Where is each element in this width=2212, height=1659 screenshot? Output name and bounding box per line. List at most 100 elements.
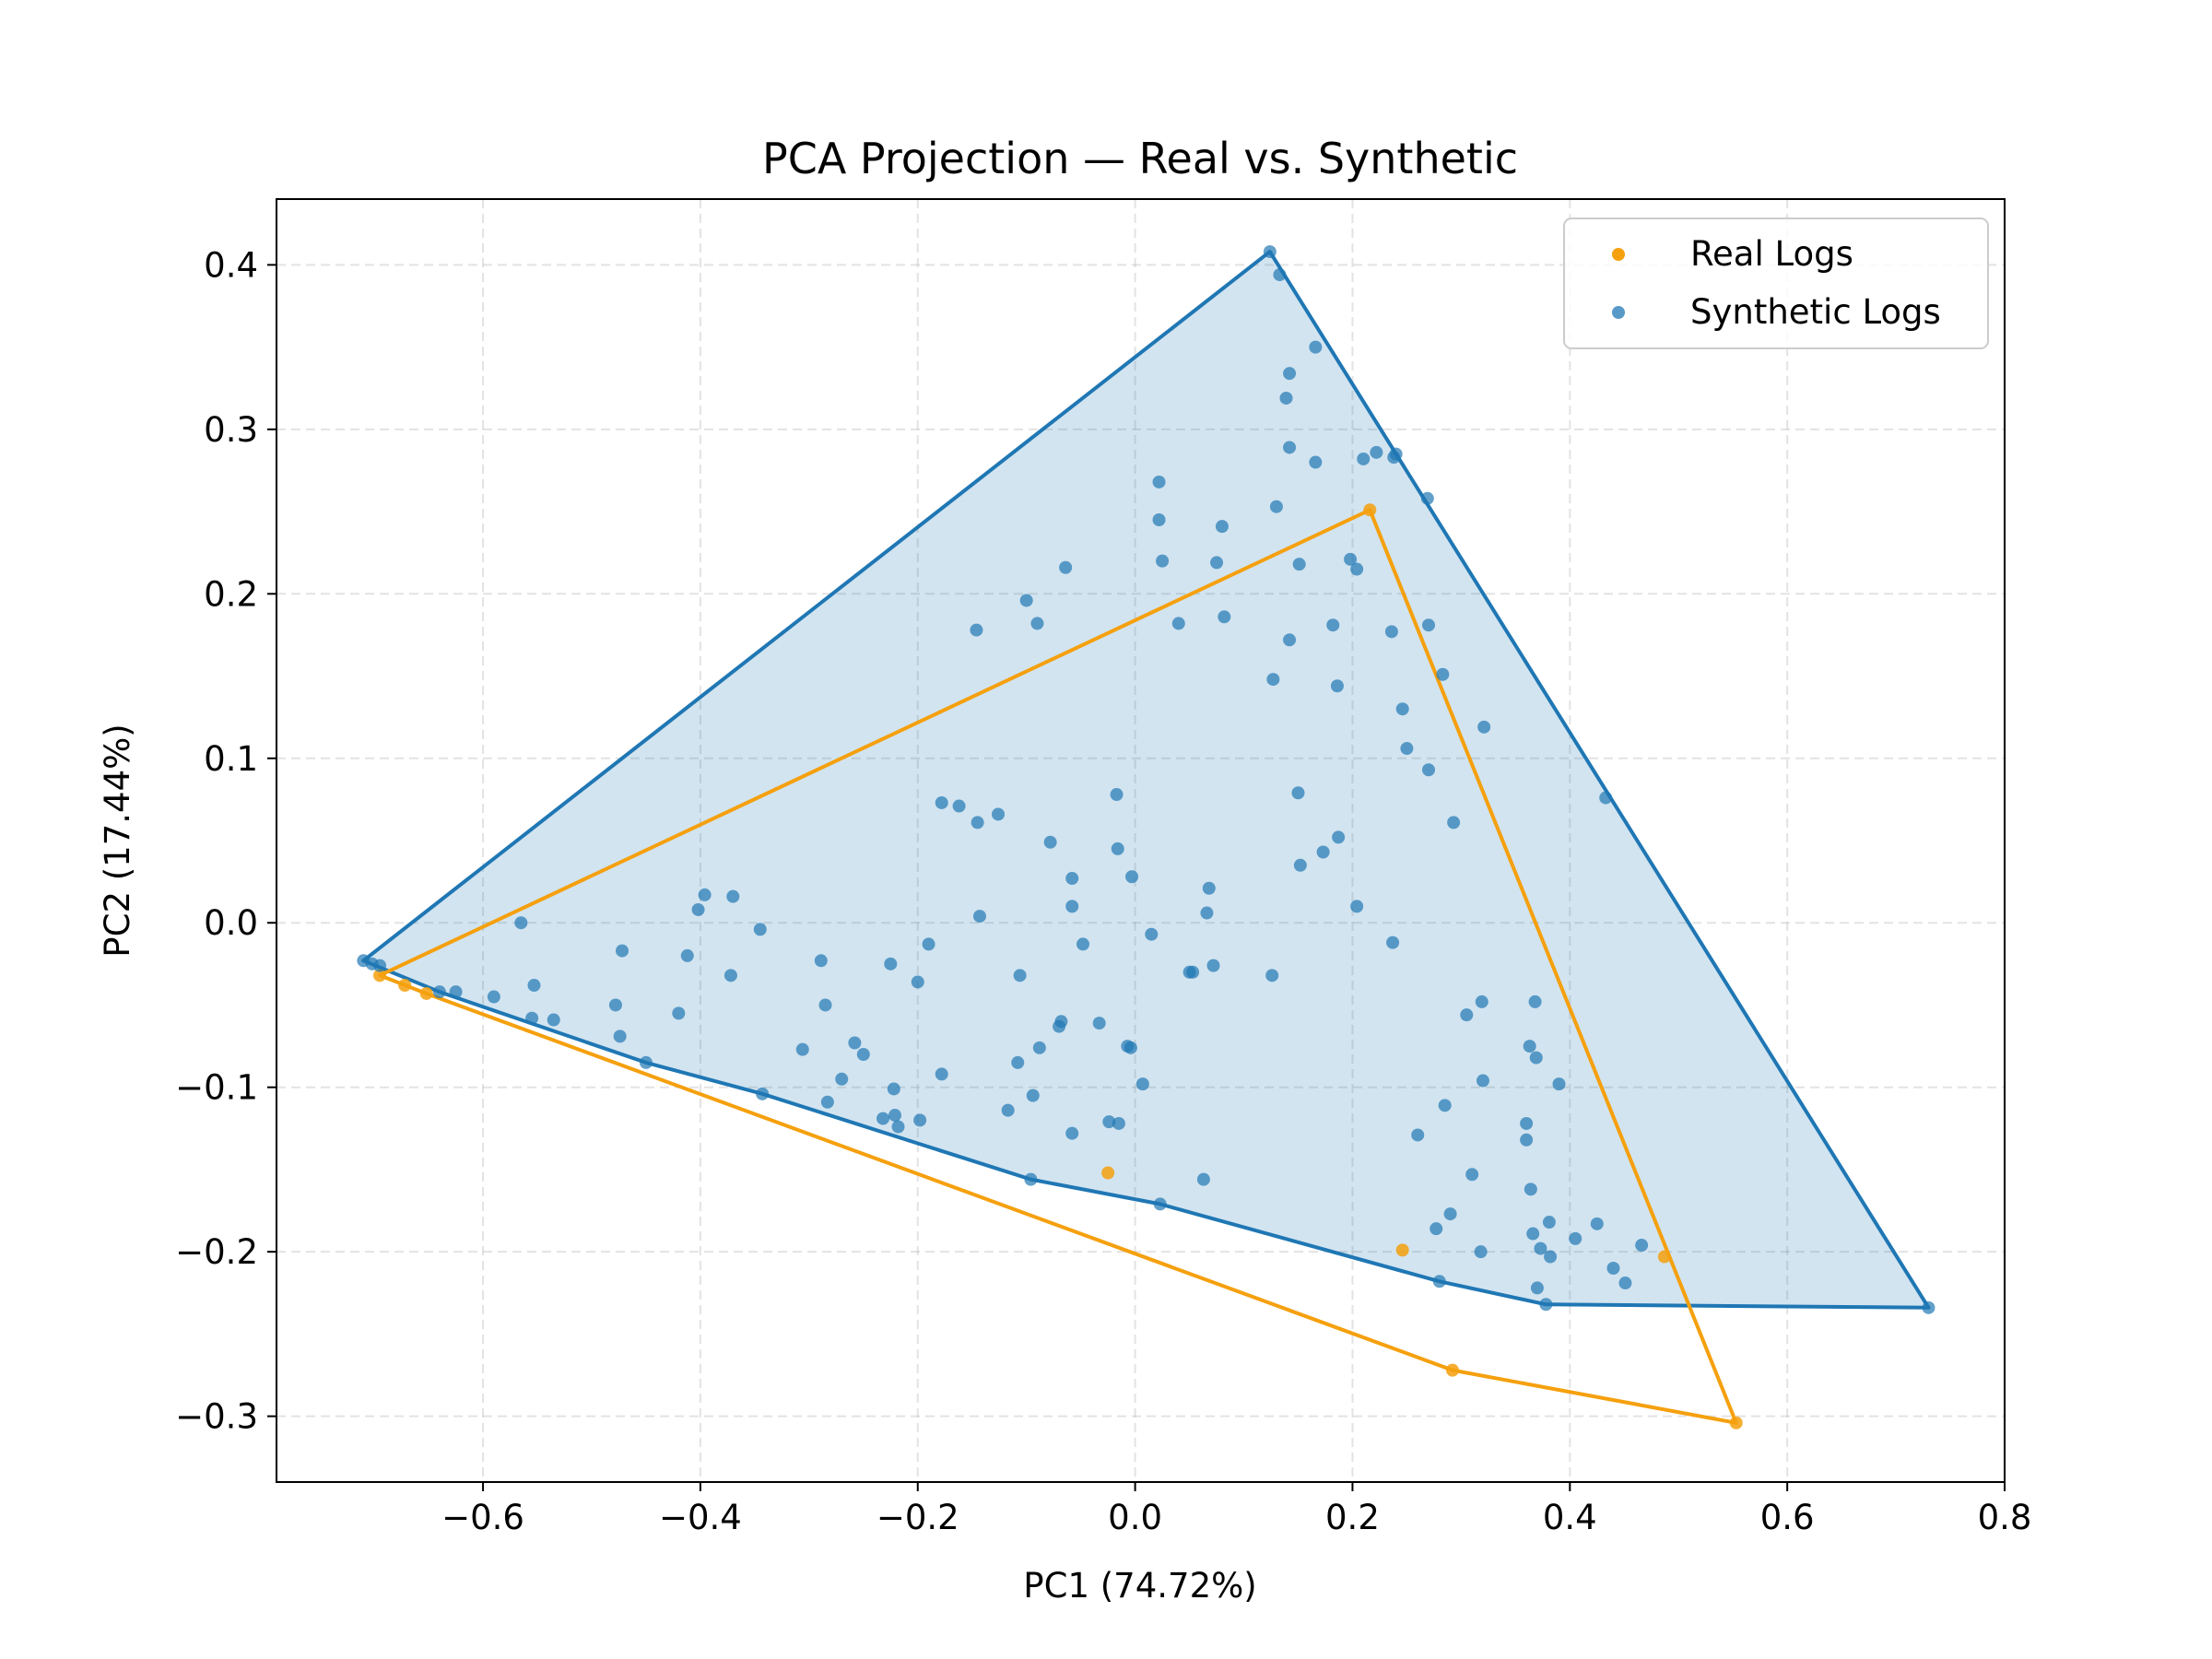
synthetic-logs-point bbox=[888, 1109, 901, 1123]
synthetic-logs-point bbox=[1520, 1116, 1534, 1130]
synthetic-logs-point bbox=[1552, 1077, 1566, 1091]
real-logs-point bbox=[1363, 503, 1377, 517]
synthetic-logs-point bbox=[1384, 625, 1398, 639]
synthetic-logs-point bbox=[1283, 633, 1297, 647]
chart-title: PCA Projection — Real vs. Synthetic bbox=[762, 134, 1518, 183]
synthetic-logs-point bbox=[1019, 594, 1033, 607]
synthetic-logs-point bbox=[1420, 491, 1434, 505]
synthetic-logs-point bbox=[1422, 618, 1435, 632]
synthetic-logs-point bbox=[1156, 554, 1170, 568]
synthetic-logs-point bbox=[1330, 679, 1344, 693]
synthetic-logs-point bbox=[1283, 367, 1297, 381]
synthetic-logs-point bbox=[753, 923, 767, 936]
x-tick-label: 0.2 bbox=[1325, 1498, 1380, 1537]
synthetic-logs-point bbox=[1186, 965, 1200, 979]
synthetic-logs-point bbox=[1263, 245, 1277, 259]
synthetic-logs-point bbox=[547, 1013, 560, 1027]
synthetic-logs-point bbox=[432, 985, 446, 999]
synthetic-logs-point bbox=[1026, 1088, 1040, 1102]
synthetic-logs-point bbox=[1218, 610, 1231, 624]
synthetic-logs-point bbox=[1291, 786, 1305, 800]
synthetic-logs-point bbox=[1534, 1241, 1547, 1255]
synthetic-logs-point bbox=[1054, 1015, 1068, 1029]
synthetic-logs-point bbox=[1460, 1008, 1474, 1022]
y-tick-label: 0.3 bbox=[204, 410, 258, 450]
synthetic-logs-point bbox=[639, 1055, 653, 1069]
synthetic-logs-point bbox=[856, 1048, 870, 1061]
synthetic-logs-point bbox=[1436, 667, 1450, 681]
synthetic-logs-point bbox=[1618, 1277, 1632, 1290]
synthetic-logs-point bbox=[1370, 445, 1383, 459]
x-tick-label: 0.8 bbox=[1978, 1498, 2032, 1537]
synthetic-logs-point bbox=[1309, 340, 1323, 354]
synthetic-logs-point bbox=[698, 888, 712, 901]
synthetic-logs-point bbox=[1265, 969, 1279, 982]
y-tick-label: 0.0 bbox=[204, 903, 258, 943]
synthetic-logs-point bbox=[1001, 1103, 1015, 1117]
synthetic-logs-point bbox=[1432, 1275, 1446, 1288]
synthetic-logs-point bbox=[1395, 702, 1409, 716]
synthetic-logs-point bbox=[1350, 900, 1364, 913]
synthetic-logs-point bbox=[1153, 1197, 1167, 1211]
synthetic-logs-point bbox=[1266, 673, 1280, 687]
x-tick-label: 0.4 bbox=[1543, 1498, 1597, 1537]
synthetic-logs-point bbox=[992, 807, 1006, 821]
synthetic-logs-point bbox=[613, 1030, 627, 1043]
real-logs-hull bbox=[378, 508, 1738, 1425]
synthetic-logs-point bbox=[1438, 1099, 1452, 1112]
x-tick-label: −0.6 bbox=[441, 1498, 524, 1537]
y-tick-label: −0.2 bbox=[175, 1232, 258, 1272]
synthetic-logs-point bbox=[1599, 791, 1613, 805]
synthetic-logs-point bbox=[1309, 455, 1323, 469]
y-tick-label: 0.1 bbox=[204, 739, 258, 779]
synthetic-logs-point bbox=[1032, 1041, 1046, 1054]
synthetic-logs-point bbox=[1332, 830, 1346, 844]
synthetic-logs-point bbox=[848, 1036, 862, 1050]
synthetic-logs-point bbox=[1443, 1207, 1457, 1221]
synthetic-logs-point bbox=[726, 889, 740, 903]
synthetic-logs-point bbox=[1293, 858, 1307, 872]
synthetic-logs-point bbox=[1389, 447, 1403, 461]
synthetic-logs-point bbox=[1523, 1040, 1536, 1053]
synthetic-logs-point bbox=[1520, 1133, 1534, 1147]
synthetic-logs-point bbox=[1124, 1041, 1137, 1054]
synthetic-logs-point bbox=[756, 1087, 770, 1100]
synthetic-logs-point bbox=[1430, 1222, 1443, 1236]
y-axis-ticks: −0.3 −0.2 −0.1 0.0 0.1 0.2 0.3 0.4 bbox=[175, 245, 276, 1437]
synthetic-logs-point bbox=[1326, 618, 1340, 632]
y-tick-label: −0.3 bbox=[175, 1397, 258, 1437]
legend-marker-synthetic-logs bbox=[1612, 306, 1625, 319]
legend-label-synthetic-logs: Synthetic Logs bbox=[1690, 292, 1941, 332]
synthetic-logs-point bbox=[1092, 1017, 1106, 1030]
real-logs-point bbox=[1657, 1250, 1671, 1264]
synthetic-logs-point bbox=[680, 948, 694, 962]
x-axis-label: PC1 (74.72%) bbox=[1023, 1566, 1256, 1606]
synthetic-logs-point bbox=[887, 1082, 900, 1096]
synthetic-logs-point bbox=[1474, 1245, 1488, 1259]
synthetic-logs-point bbox=[1030, 617, 1044, 630]
synthetic-logs-point bbox=[1411, 1128, 1425, 1142]
x-tick-label: −0.2 bbox=[877, 1498, 959, 1537]
synthetic-logs-point bbox=[1273, 268, 1287, 282]
synthetic-logs-point bbox=[449, 985, 463, 999]
synthetic-logs-point bbox=[814, 954, 828, 968]
synthetic-logs-point bbox=[514, 916, 528, 930]
synthetic-logs-point bbox=[884, 957, 898, 971]
synthetic-logs-point bbox=[818, 998, 832, 1012]
y-tick-label: −0.1 bbox=[175, 1068, 258, 1108]
synthetic-logs-point bbox=[1528, 994, 1542, 1008]
synthetic-logs-point bbox=[970, 623, 983, 637]
synthetic-logs-point bbox=[935, 795, 948, 809]
synthetic-logs-point bbox=[1316, 845, 1330, 859]
synthetic-logs-point bbox=[971, 816, 984, 830]
synthetic-logs-point bbox=[1043, 835, 1057, 849]
x-tick-label: 0.6 bbox=[1760, 1498, 1815, 1537]
plot-frame bbox=[276, 198, 2006, 1483]
synthetic-logs-point bbox=[1196, 1172, 1210, 1186]
synthetic-logs-point bbox=[1292, 558, 1306, 571]
synthetic-logs-point bbox=[1171, 617, 1185, 630]
real-logs-point bbox=[373, 969, 387, 982]
synthetic-logs-point bbox=[1386, 935, 1400, 949]
real-logs-point bbox=[1101, 1166, 1115, 1180]
synthetic-logs-point bbox=[1065, 900, 1079, 913]
